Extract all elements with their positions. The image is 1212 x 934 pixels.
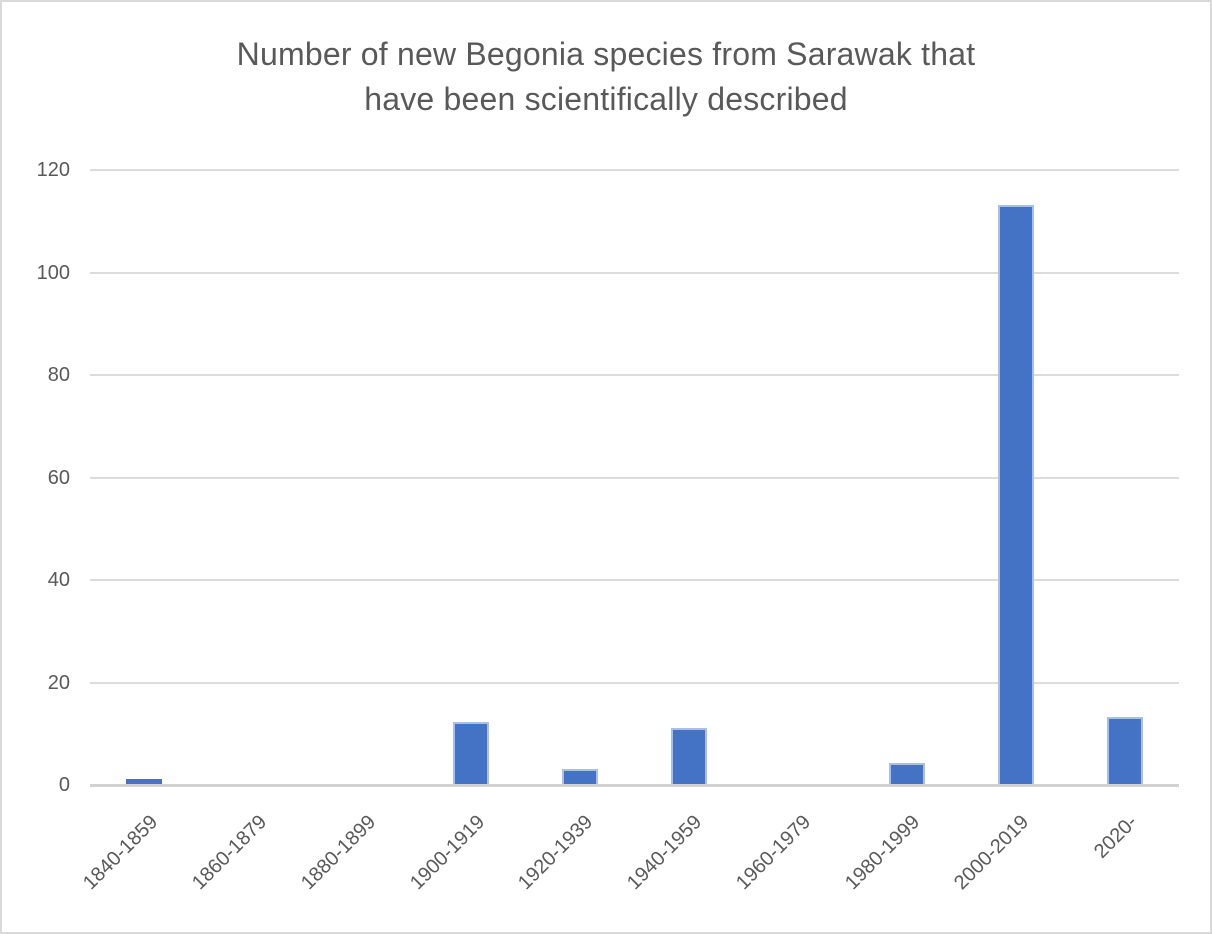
- y-tick-label-120: 120: [36, 159, 70, 181]
- y-axis: 0 20 40 60 80 100 120: [2, 159, 70, 796]
- x-tick-label-1920-1939: 1920-1939: [514, 811, 598, 895]
- x-tick-label-1960-1979: 1960-1979: [732, 811, 816, 895]
- gridline-80: [90, 374, 1179, 376]
- x-tick-label-2000-2019: 2000-2019: [950, 811, 1034, 895]
- x-axis-line: [90, 784, 1179, 787]
- y-tick-label-60: 60: [47, 466, 70, 489]
- plot-area: [90, 169, 1179, 787]
- x-tick-label-1940-1959: 1940-1959: [623, 811, 707, 895]
- gridline-100: [90, 271, 1179, 274]
- x-tick-label-1980-1999: 1980-1999: [841, 811, 925, 895]
- chart-title-line-1: Number of new Begonia species from Saraw…: [236, 36, 976, 72]
- bar-1980-1999: [889, 763, 925, 784]
- gridline-120: [90, 169, 1179, 171]
- gridline-60: [90, 476, 1179, 479]
- chart-title: Number of new Begonia species from Saraw…: [2, 32, 1210, 122]
- gridline-40: [90, 579, 1179, 581]
- x-tick-label-1880-1899: 1880-1899: [296, 811, 380, 895]
- gridline-20: [90, 681, 1179, 684]
- bar-1940-1959: [671, 728, 707, 784]
- x-tick-label-1860-1879: 1860-1879: [187, 811, 271, 895]
- y-tick-label-100: 100: [36, 261, 70, 284]
- x-tick-label-1900-1919: 1900-1919: [405, 811, 489, 895]
- y-tick-label-40: 40: [47, 569, 70, 591]
- bar-2000-2019: [998, 205, 1034, 784]
- bar-1840-1859: [126, 779, 162, 784]
- x-axis: 1840-1859 1860-1879 1880-1899 1900-1919 1920…: [79, 785, 1179, 925]
- y-tick-label-20: 20: [47, 671, 70, 694]
- bar-1900-1919: [453, 722, 489, 784]
- bar-2020-: [1107, 717, 1143, 784]
- y-tick-label-0: 0: [58, 774, 70, 796]
- bar-1920-1939: [562, 769, 598, 784]
- y-tick-label-80: 80: [47, 364, 70, 386]
- x-tick-label-1840-1859: 1840-1859: [78, 811, 163, 895]
- x-tick-label-2020-: 2020-: [1090, 811, 1143, 863]
- chart-title-line-2: have been scientifically described: [364, 81, 848, 117]
